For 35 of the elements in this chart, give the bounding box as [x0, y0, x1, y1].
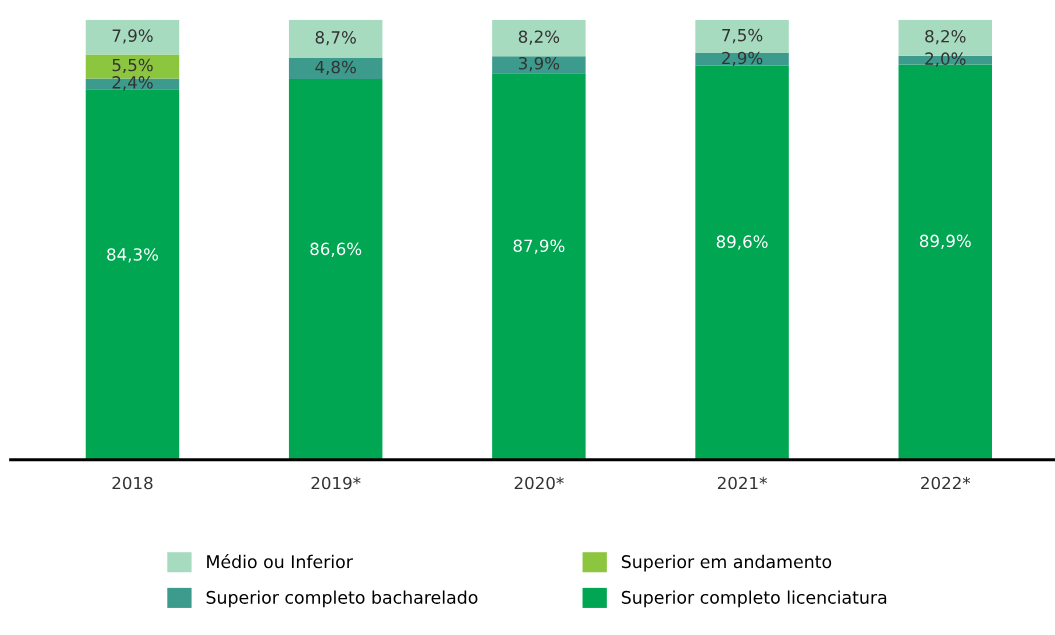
bar [85, 19, 180, 55]
legend-label: Superior completo bacharelado [206, 590, 478, 608]
bar [492, 56, 586, 74]
data-label: 8,7% [315, 31, 356, 46]
legend-label: Superior completo licenciatura [621, 590, 887, 608]
bar [288, 19, 383, 58]
bar [695, 65, 789, 460]
legend-label: Médio ou Inferior [207, 554, 353, 569]
data-label: 8,2% [925, 29, 966, 45]
data-label: 86,6% [310, 242, 362, 257]
x-tick-label: 2020* [514, 476, 564, 490]
data-label: 2,4% [112, 76, 153, 91]
data-label: 7,9% [112, 29, 153, 44]
data-label: 2,9% [722, 51, 763, 67]
data-label: 8,2% [518, 30, 560, 45]
bar [695, 53, 789, 66]
data-label: 3,9% [518, 56, 560, 72]
bar [492, 73, 586, 460]
x-tick-label: 2021* [717, 476, 767, 490]
x-tick-label: 2019* [311, 476, 361, 490]
data-label: 5,5% [112, 58, 153, 74]
bar [85, 89, 180, 460]
data-label: 7,5% [722, 28, 763, 44]
x-tick-label: 2022* [921, 476, 971, 490]
bar [288, 79, 383, 460]
bar [492, 20, 586, 57]
data-label: 89,9% [919, 234, 971, 249]
data-label: 2,0% [925, 52, 966, 67]
data-label: 4,8% [315, 60, 356, 76]
data-label: 87,9% [513, 239, 565, 254]
data-label: 89,6% [716, 235, 768, 250]
x-tick-label: 2018 [112, 476, 153, 490]
legend-label: Superior em andamento [621, 554, 832, 572]
bar [288, 57, 383, 80]
data-label: 84,3% [107, 248, 159, 263]
